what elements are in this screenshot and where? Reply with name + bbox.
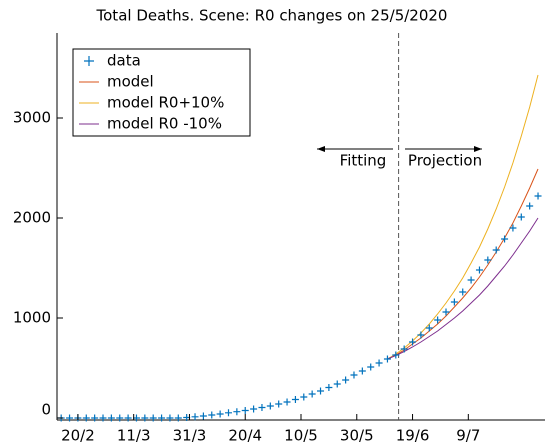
data-point [308,390,316,398]
data-point [158,414,166,422]
data-point [342,376,350,384]
data-point [333,380,341,388]
data-point [450,298,458,306]
data-point [534,192,542,200]
data-point [116,414,124,422]
y-tick-label: 3000 [13,109,51,127]
data-point [409,338,417,346]
legend-label: model [107,73,154,91]
y-tick-label: 2000 [13,209,51,227]
data-point [208,411,216,419]
data-point [199,412,207,420]
data-point [275,400,283,408]
legend-label: data [107,52,141,70]
data-point [434,316,442,324]
legend-marker [84,56,94,66]
data-point [317,387,325,395]
data-point [392,351,400,359]
data-point [425,324,433,332]
legend-box [72,48,251,137]
data-point [300,393,308,401]
legend-label: model R0+10% [107,94,224,112]
chart-title: Total Deaths. Scene: R0 changes on 25/5/… [96,7,448,25]
data-point [107,414,115,422]
data-point [367,363,375,371]
arrow-head [474,146,482,152]
data-point [91,414,99,422]
data-point [216,410,224,418]
data-point [375,359,383,367]
x-tick-label: 19/6 [396,427,430,445]
legend-label: model R0 -10% [107,115,222,133]
x-tick-label: 31/3 [173,427,207,445]
data-point [417,331,425,339]
y-tick-label: 0 [41,401,51,419]
data-point [517,213,525,221]
data-point [250,405,258,413]
data-point [291,396,299,403]
data-point [266,402,274,410]
model-line [387,168,539,360]
data-point [141,414,149,422]
model-line [387,217,539,360]
annotation: Fitting [340,152,387,170]
x-tick-label: 11/3 [117,427,151,445]
arrow-head [317,146,325,152]
data-point [149,414,157,422]
data-point [283,398,291,406]
x-tick-label: 10/5 [284,427,318,445]
data-point [174,414,182,422]
x-tick-label: 9/7 [456,427,480,445]
data-point [66,414,74,422]
x-tick-label: 20/2 [61,427,95,445]
y-tick-label: 1000 [13,309,51,327]
data-point [400,345,408,353]
data-point [459,288,467,296]
data-point [99,414,107,422]
annotation: Projection [408,152,482,170]
data-point [358,367,366,375]
data-point [475,266,483,274]
data-point [526,202,534,210]
data-point [82,414,90,422]
data-point [501,235,509,243]
data-point [467,276,475,284]
data-point [350,371,358,379]
data-point [509,224,517,232]
data-point [484,256,492,264]
data-point [191,413,199,421]
data-point [325,384,333,391]
data-point [224,409,232,417]
data-point [258,404,266,411]
data-point [492,246,500,254]
x-tick-label: 20/4 [228,427,262,445]
data-point [124,414,132,422]
data-point [241,407,249,414]
data-point [233,408,241,416]
data-point [442,308,450,316]
data-point [166,414,174,422]
x-tick-label: 30/5 [340,427,374,445]
data-point [383,355,391,363]
